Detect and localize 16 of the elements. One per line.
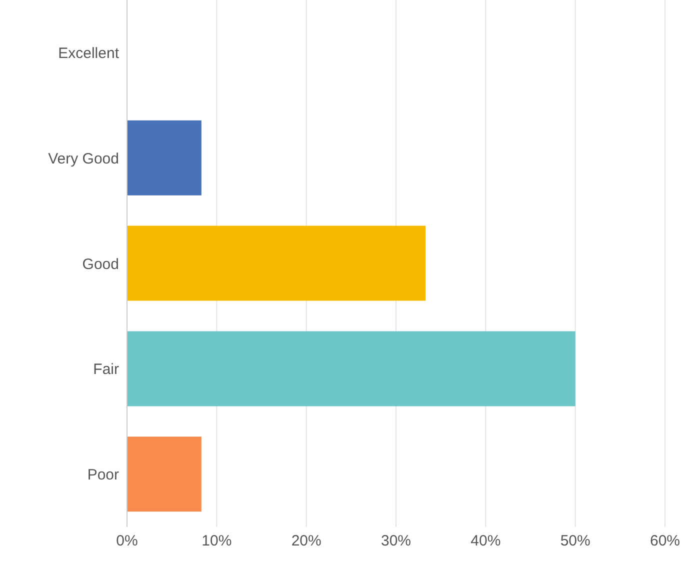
- y-tick-label: Good: [82, 256, 119, 273]
- bar: [127, 226, 426, 301]
- y-tick-label: Fair: [93, 361, 119, 378]
- x-tick-label: 0%: [116, 532, 138, 550]
- x-tick-label: 50%: [560, 532, 590, 550]
- x-tick-label: 20%: [291, 532, 322, 550]
- y-tick-label: Excellent: [58, 45, 120, 62]
- bar: [127, 120, 202, 196]
- x-tick-label: 30%: [380, 532, 412, 550]
- x-tick-label: 60%: [650, 532, 680, 550]
- bar: [127, 436, 202, 512]
- x-tick-label: 40%: [470, 532, 501, 550]
- y-tick-label: Poor: [87, 466, 119, 484]
- y-tick-label: Very Good: [48, 150, 119, 168]
- x-tick-label: 10%: [202, 532, 232, 550]
- bar: [127, 331, 576, 406]
